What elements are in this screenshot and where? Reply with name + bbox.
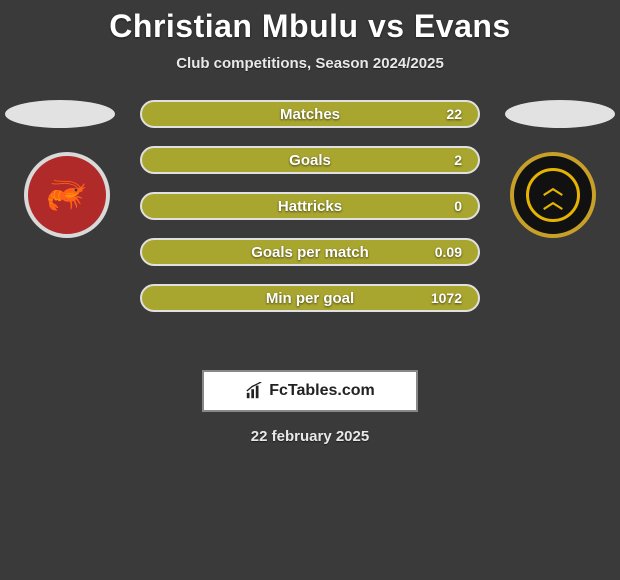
shrimp-icon: 🦐 xyxy=(46,175,88,215)
comparison-widget: Christian Mbulu vs Evans Club competitio… xyxy=(0,0,620,580)
right-player-marker xyxy=(505,100,615,128)
stats-area: 🦐 ︿︿ Matches 22 Goals 2 Hattricks 0 Goal… xyxy=(0,100,620,360)
stat-label: Goals per match xyxy=(251,244,369,261)
subtitle: Club competitions, Season 2024/2025 xyxy=(0,55,620,72)
stat-value: 1072 xyxy=(431,290,462,306)
left-player-marker xyxy=(5,100,115,128)
stat-bars: Matches 22 Goals 2 Hattricks 0 Goals per… xyxy=(140,100,480,330)
stat-value: 22 xyxy=(446,106,462,122)
stat-label: Matches xyxy=(280,106,340,123)
brand-text: FcTables.com xyxy=(269,382,375,400)
page-title: Christian Mbulu vs Evans xyxy=(0,8,620,45)
stat-bar: Matches 22 xyxy=(140,100,480,128)
stat-value: 0 xyxy=(454,198,462,214)
date-label: 22 february 2025 xyxy=(0,428,620,445)
stat-value: 2 xyxy=(454,152,462,168)
stat-label: Goals xyxy=(289,152,331,169)
stat-bar: Goals per match 0.09 xyxy=(140,238,480,266)
right-team-crest: ︿︿ xyxy=(510,152,596,238)
chart-icon xyxy=(245,382,263,400)
chevron-crest-icon: ︿︿ xyxy=(526,168,580,222)
left-team-crest: 🦐 xyxy=(24,152,110,238)
stat-bar: Min per goal 1072 xyxy=(140,284,480,312)
stat-bar: Goals 2 xyxy=(140,146,480,174)
stat-label: Min per goal xyxy=(266,290,354,307)
stat-bar: Hattricks 0 xyxy=(140,192,480,220)
stat-value: 0.09 xyxy=(435,244,462,260)
stat-label: Hattricks xyxy=(278,198,342,215)
brand-link[interactable]: FcTables.com xyxy=(202,370,418,412)
